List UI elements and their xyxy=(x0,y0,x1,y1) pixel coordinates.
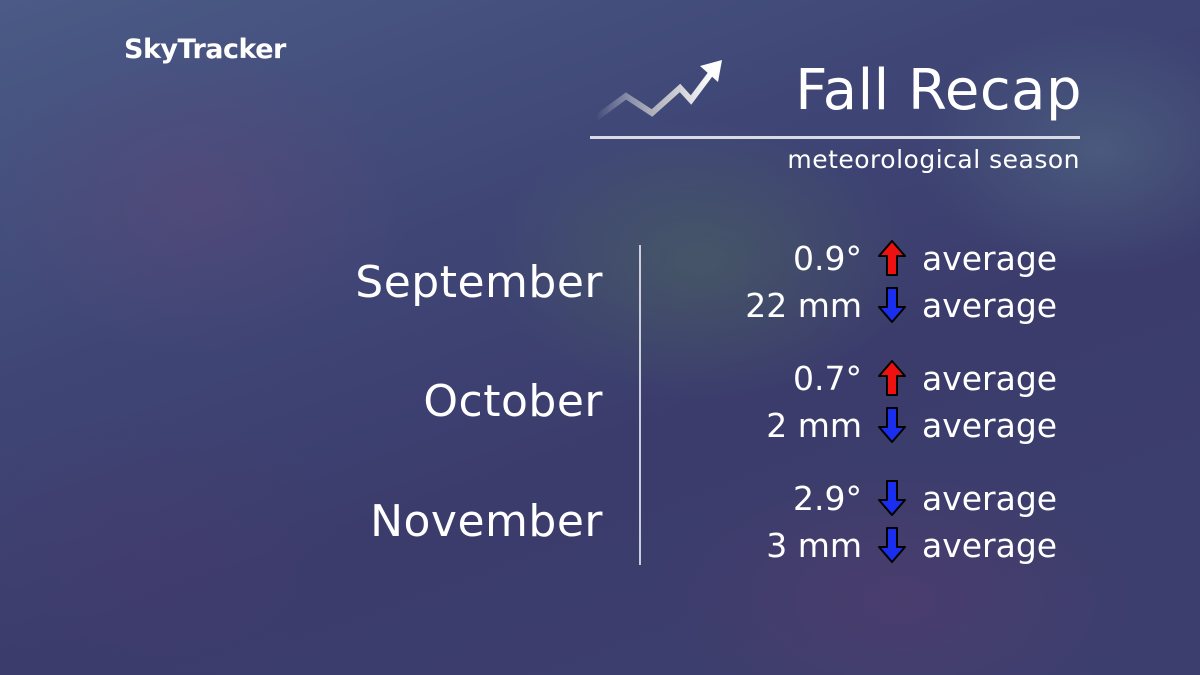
september-temp-row: 0.9° average xyxy=(600,236,1084,280)
title-rule xyxy=(590,136,1080,139)
column-divider xyxy=(639,245,641,565)
arrow-down-icon xyxy=(862,479,922,517)
precip-label: average xyxy=(922,525,1058,565)
precip-label: average xyxy=(922,285,1058,325)
arrow-up-icon xyxy=(862,239,922,277)
precip-label: average xyxy=(922,405,1058,445)
precip-value: 3 mm xyxy=(766,525,862,565)
temp-label: average xyxy=(922,358,1058,398)
arrow-down-icon xyxy=(862,526,922,564)
page-subtitle: meteorological season xyxy=(787,145,1080,174)
september-precip-row: 22 mm average xyxy=(600,283,1084,327)
precip-value: 22 mm xyxy=(745,285,862,325)
month-label-september: September xyxy=(355,257,603,308)
november-temp-row: 2.9° average xyxy=(600,476,1084,520)
november-precip-row: 3 mm average xyxy=(600,523,1084,567)
page-title: Fall Recap xyxy=(795,58,1082,123)
skytracker-logo: SkyTracker xyxy=(124,34,286,65)
temp-label: average xyxy=(922,478,1058,518)
month-label-october: October xyxy=(423,376,603,427)
precip-value: 2 mm xyxy=(766,405,862,445)
arrow-down-icon xyxy=(862,286,922,324)
october-precip-row: 2 mm average xyxy=(600,403,1084,447)
temp-value: 2.9° xyxy=(793,478,862,518)
october-temp-row: 0.7° average xyxy=(600,356,1084,400)
arrow-down-icon xyxy=(862,406,922,444)
temp-label: average xyxy=(922,238,1058,278)
month-label-november: November xyxy=(370,496,603,547)
arrow-up-icon xyxy=(862,359,922,397)
trend-up-arrow-icon xyxy=(596,60,722,121)
temp-value: 0.7° xyxy=(793,358,862,398)
temp-value: 0.9° xyxy=(793,238,862,278)
